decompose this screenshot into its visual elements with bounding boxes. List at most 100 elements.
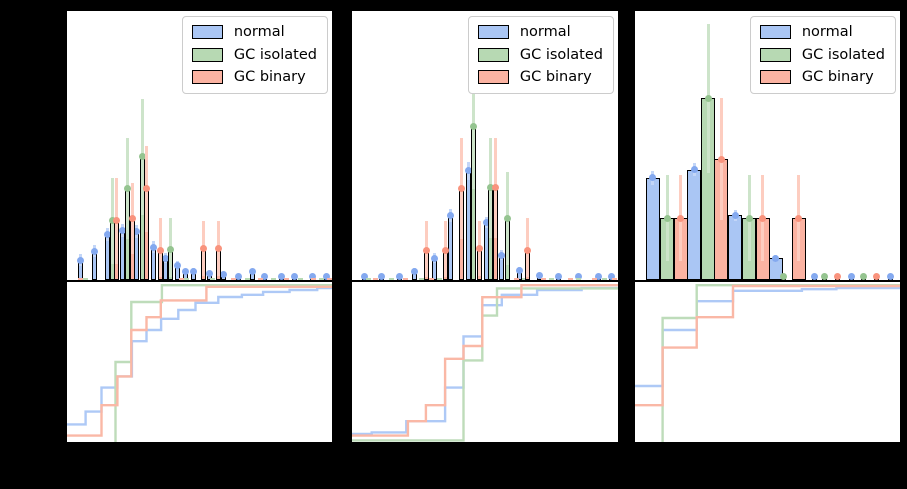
data-point-marker [872, 273, 880, 280]
data-point-marker [322, 273, 330, 280]
legend-label: GC binary [519, 69, 592, 85]
histogram-panel: normal GC isolated GC binary [65, 9, 334, 282]
histogram-stem [284, 277, 290, 280]
histogram-stem [575, 277, 581, 280]
data-point-marker [77, 256, 85, 264]
histogram-stem [77, 277, 83, 280]
data-point-marker [118, 226, 126, 234]
data-point-marker [847, 273, 855, 280]
legend-label: normal [233, 24, 285, 40]
histogram-stem [373, 277, 379, 280]
cumulative-line-salmon [352, 284, 618, 437]
data-point-marker [132, 228, 140, 236]
histogram-stem [311, 277, 316, 280]
legend-item-normal: normal [191, 24, 317, 40]
histogram-stem [549, 277, 554, 280]
histogram-stem [183, 277, 189, 280]
histogram-panel: normal GC isolated GC binary [633, 9, 902, 282]
data-point-marker [182, 268, 190, 276]
data-point-marker [431, 254, 439, 262]
histogram-stem [611, 277, 617, 280]
cumulative-line-blue [352, 286, 618, 436]
data-point-marker [219, 270, 227, 278]
legend: normal GC isolated GC binary [181, 16, 328, 94]
histogram-stem [83, 277, 89, 280]
data-point-marker [486, 184, 494, 192]
histogram-stem [244, 277, 250, 280]
histogram-bar [728, 215, 743, 280]
legend-item-gc-isolated: GC isolated [477, 46, 603, 63]
histogram-stem [178, 277, 184, 280]
legend-label: GC isolated [801, 46, 885, 63]
data-point-marker [594, 272, 602, 280]
legend-item-normal: normal [477, 24, 603, 40]
data-point-marker [457, 185, 465, 192]
legend-item-normal: normal [759, 24, 885, 40]
data-point-marker [157, 246, 165, 254]
cumulative-panel [633, 282, 902, 444]
legend-item-gc-isolated: GC isolated [759, 46, 885, 63]
cumulative-plot-area [352, 282, 618, 442]
cumulative-line-salmon [67, 285, 332, 437]
data-point-marker [575, 272, 583, 280]
cumulative-plot-area [67, 282, 332, 442]
data-point-marker [167, 245, 175, 253]
data-point-marker [234, 272, 242, 280]
data-point-marker [690, 166, 698, 174]
legend-label: normal [801, 24, 853, 40]
legend-swatch-gc-binary [759, 70, 791, 85]
histogram-stem [365, 277, 371, 280]
data-point-marker [128, 215, 136, 223]
data-point-marker [200, 245, 207, 252]
data-point-marker [535, 271, 543, 279]
data-point-marker [516, 266, 524, 274]
data-point-marker [523, 246, 531, 254]
cumulative-line-green [114, 284, 332, 442]
data-point-marker [248, 268, 256, 276]
histogram-stem [257, 277, 263, 280]
legend-swatch-normal [477, 25, 509, 40]
histogram-stem [326, 277, 332, 280]
cumulative-step-svg [635, 284, 900, 442]
data-point-marker [649, 174, 657, 182]
histogram-plot-area [352, 11, 618, 280]
data-point-marker [811, 273, 819, 280]
legend-label: normal [519, 24, 571, 40]
cumulative-panel [350, 282, 620, 444]
legend-label: GC isolated [519, 46, 603, 63]
data-point-marker [469, 122, 477, 130]
histogram-stem [231, 277, 237, 280]
legend-item-gc-binary: GC binary [477, 69, 603, 85]
legend-swatch-gc-binary [477, 70, 509, 85]
data-point-marker [795, 214, 802, 222]
data-point-marker [142, 185, 150, 192]
cumulative-step-svg [352, 284, 618, 442]
data-point-marker [91, 247, 99, 255]
panel-column-right: normal GC isolated GC binary [633, 9, 902, 444]
data-point-marker [446, 211, 454, 219]
data-point-marker [772, 254, 779, 262]
histogram-plot-area [67, 11, 332, 280]
cumulative-line-salmon [635, 284, 900, 407]
data-point-marker [704, 94, 712, 102]
data-point-marker [214, 245, 222, 252]
data-point-marker [492, 184, 500, 192]
legend-swatch-gc-binary [191, 70, 223, 85]
cumulative-line-green [661, 284, 900, 442]
data-point-marker [395, 272, 403, 280]
data-point-marker [442, 246, 450, 254]
data-point-marker [759, 214, 767, 222]
panel-column-middle: normal GC isolated GC binary [350, 9, 620, 444]
histogram-stem [567, 277, 573, 280]
legend-item-gc-binary: GC binary [759, 70, 885, 85]
data-point-marker [779, 273, 787, 280]
histogram-stem [514, 277, 520, 280]
histogram-plot-area [635, 11, 900, 280]
histogram-stem [402, 277, 408, 280]
data-point-marker [886, 273, 894, 280]
data-point-marker [677, 214, 685, 222]
histogram-stem [437, 277, 443, 280]
data-point-marker [378, 272, 385, 280]
legend-label: GC isolated [233, 46, 317, 63]
data-point-marker [123, 185, 131, 192]
